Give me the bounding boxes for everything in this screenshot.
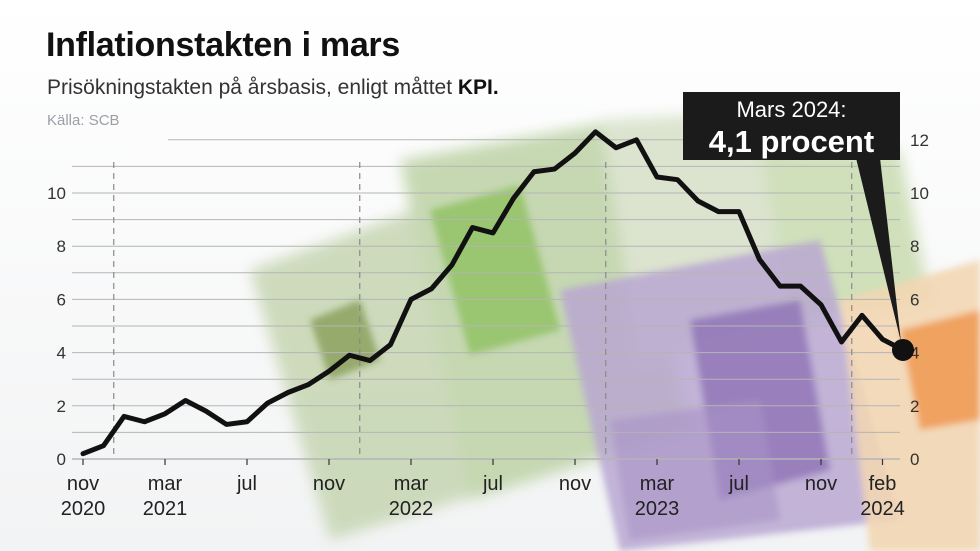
y-tick-right-4: 4 — [910, 344, 919, 363]
x-axis: nov 2020 mar 2021 jul nov mar 2022 jul nov mar 2023… — [61, 459, 905, 520]
y-tick-right-8: 8 — [910, 237, 919, 256]
annotation-pointer — [856, 158, 901, 342]
subtitle-bold: KPI. — [457, 76, 499, 99]
year-dividers — [113, 162, 853, 459]
x-tick-label-year-39: 2024 — [860, 498, 905, 520]
y-tick-left-2: 2 — [57, 397, 66, 416]
y-tick-right-6: 6 — [910, 290, 919, 309]
last-point-marker — [892, 338, 914, 361]
x-tick-label-month-36: nov — [805, 473, 837, 495]
y-tick-right-0: 0 — [910, 450, 919, 469]
x-tick-label-year-16: 2022 — [389, 498, 434, 520]
x-tick-label-month-4: mar — [148, 473, 183, 495]
x-tick-label-month-28: mar — [640, 473, 675, 495]
x-tick-label-month-39: feb — [869, 473, 897, 495]
source-label: Källa: SCB — [47, 112, 120, 129]
y-tick-left-4: 4 — [57, 344, 66, 363]
x-tick-label-month-24: nov — [559, 473, 591, 495]
x-tick-label-month-8: jul — [236, 473, 257, 495]
subtitle-text: Prisökningstakten på årsbasis, enligt må… — [47, 76, 458, 99]
x-tick-label-month-20: jul — [482, 473, 503, 495]
series-line — [80, 129, 906, 457]
y-tick-right-12: 12 — [910, 131, 929, 150]
chart-title: Inflationstakten i mars — [46, 26, 400, 64]
y-tick-left-10: 10 — [47, 184, 66, 203]
y-tick-right-2: 2 — [910, 397, 919, 416]
x-tick-label-month-12: nov — [313, 473, 345, 495]
gridlines — [72, 139, 900, 460]
y-tick-left-0: 0 — [57, 450, 66, 469]
x-tick-label-year-0: 2020 — [61, 498, 106, 520]
y-tick-left-6: 6 — [57, 290, 66, 309]
y-tick-right-10: 10 — [910, 184, 929, 203]
x-tick-label-month-0: nov — [67, 473, 99, 495]
annotation-value: 4,1 procent — [708, 124, 875, 159]
x-tick-label-month-32: jul — [728, 473, 749, 495]
chart-subtitle: Prisökningstakten på årsbasis, enligt må… — [47, 76, 499, 100]
annotation-box: Mars 2024: 4,1 procent — [683, 92, 900, 160]
y-axis-right: 0 2 4 6 8 10 12 — [910, 131, 929, 469]
y-tick-left-8: 8 — [57, 237, 66, 256]
annotation-date: Mars 2024: — [736, 97, 847, 122]
x-tick-label-month-16: mar — [394, 473, 429, 495]
x-tick-label-year-28: 2023 — [635, 498, 680, 520]
x-tick-label-year-4: 2021 — [143, 498, 188, 520]
y-axis-left: 0 2 4 6 8 10 — [47, 184, 66, 469]
